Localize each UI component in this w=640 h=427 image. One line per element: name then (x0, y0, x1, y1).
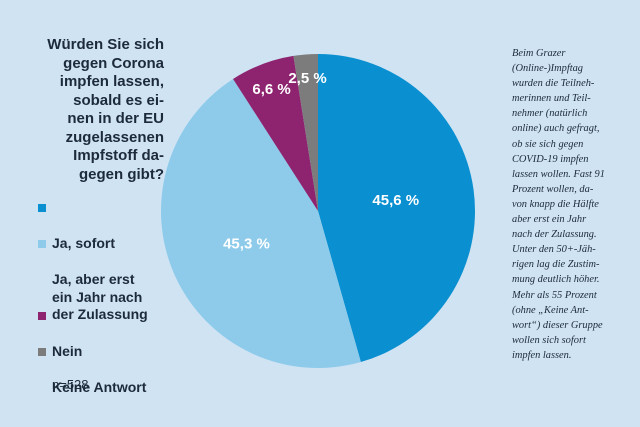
pie-label-nein: 6,6 % (252, 81, 290, 98)
sample-size-note: n=528 (52, 377, 89, 392)
legend-swatch-ja-sofort (38, 204, 46, 212)
legend-item-keine-antwort: Keine Antwort (38, 344, 146, 397)
pie-label-ja-sofort: 45,6 % (372, 192, 419, 209)
pie-label-ja-spaeter: 45,3 % (223, 235, 270, 252)
legend-swatch-ja-spaeter (38, 240, 46, 248)
legend-label-ja-sofort: Ja, sofort (52, 235, 116, 251)
pie-label-keine-antwort: 2,5 % (288, 70, 326, 87)
legend-item-nein: Nein (38, 308, 82, 361)
legend-swatch-keine-antwort (38, 348, 46, 356)
pie-slice-keine-antwort (293, 54, 318, 211)
pie-slice-ja-sofort (318, 54, 475, 363)
legend-label-ja-spaeter: Ja, aber erst ein Jahr nach der Zulassun… (52, 271, 148, 322)
legend-swatch-nein (38, 312, 46, 320)
chart-question: Würden Sie sich gegen Corona impfen lass… (47, 36, 164, 183)
pie-slice-nein (233, 55, 318, 212)
legend-item-ja-spaeter: Ja, aber erst ein Jahr nach der Zulassun… (38, 236, 148, 324)
side-note: Beim Grazer (Online-)Impftag wurden die … (512, 48, 605, 361)
legend-label-nein: Nein (52, 343, 83, 359)
pie-slice-ja-spaeter (161, 78, 361, 368)
legend-item-ja-sofort: Ja, sofort (38, 200, 115, 253)
legend-label-keine-antwort: Keine Antwort (52, 379, 147, 395)
